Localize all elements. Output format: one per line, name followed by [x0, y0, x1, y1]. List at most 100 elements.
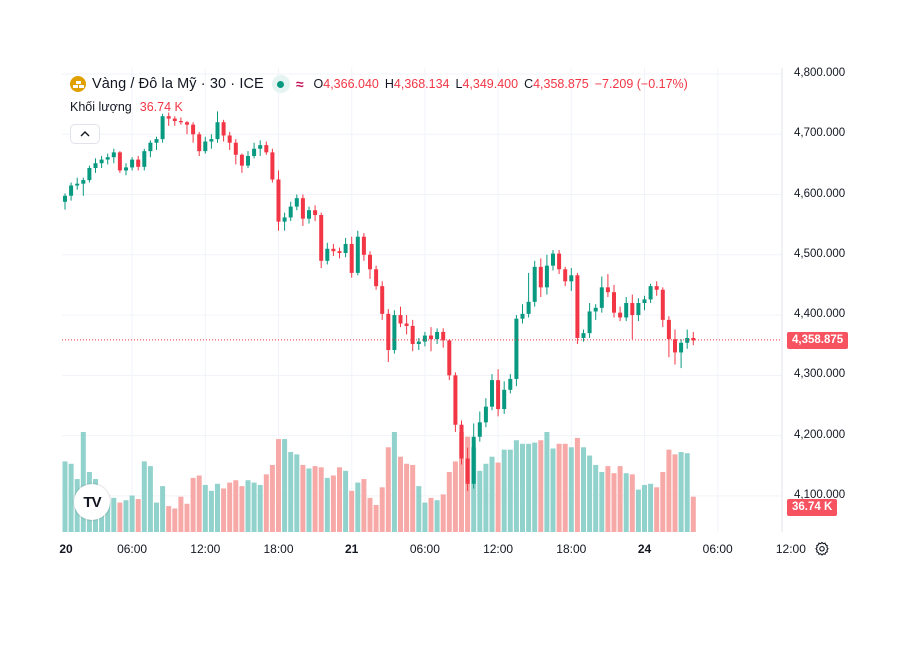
volume-bar — [532, 442, 538, 532]
collapse-legend-button[interactable] — [70, 124, 100, 144]
candle-body — [544, 265, 549, 288]
candle-body — [453, 375, 458, 425]
candle — [679, 339, 684, 369]
candle-body — [75, 183, 80, 186]
candle — [496, 369, 501, 417]
candle-body — [691, 337, 696, 341]
candle — [593, 304, 598, 320]
candle-body — [416, 341, 421, 344]
candle — [660, 287, 665, 328]
candle — [459, 420, 464, 465]
candle — [520, 304, 525, 324]
candle — [294, 194, 299, 211]
candle — [624, 296, 629, 322]
last-volume-tag: 36.74 K — [787, 499, 838, 516]
candle — [307, 206, 311, 224]
candle — [117, 151, 122, 173]
volume-bar — [129, 495, 135, 532]
volume-bar — [288, 452, 294, 532]
volume-bar — [568, 447, 574, 532]
candle-body — [471, 436, 476, 484]
candle — [538, 258, 543, 297]
candle — [264, 141, 269, 155]
candle-body — [294, 198, 299, 207]
symbol-title[interactable]: Vàng / Đô la Mỹ · 30 · ICE — [92, 76, 264, 92]
candle — [563, 266, 568, 287]
candle — [87, 165, 92, 183]
volume-bar — [434, 500, 440, 532]
candle-body — [166, 116, 171, 119]
volume-bar — [196, 475, 202, 532]
candle-body — [404, 323, 409, 326]
volume-bar — [684, 453, 690, 532]
volume-bar — [80, 432, 86, 532]
candle-body — [221, 122, 226, 136]
volume-bar — [617, 466, 623, 532]
candle-body — [660, 289, 665, 320]
volume-bar — [233, 480, 239, 532]
candle — [227, 131, 232, 150]
price-axis-label: 4,700.000 — [794, 127, 846, 140]
time-axis-label: 18:00 — [556, 542, 587, 556]
time-axis-label: 24 — [637, 542, 652, 556]
candle-body — [441, 331, 446, 341]
candle-body — [215, 122, 220, 140]
candle-body — [422, 335, 427, 342]
volume-bar — [599, 472, 605, 532]
candle — [69, 182, 74, 201]
volume-bar — [361, 479, 367, 532]
candle — [508, 374, 513, 394]
candle — [105, 153, 110, 165]
volume-bar — [672, 454, 678, 532]
volume-bar — [111, 497, 117, 532]
candle-body — [618, 312, 623, 318]
candle — [514, 315, 519, 387]
candle-body — [361, 236, 366, 255]
candle — [239, 153, 244, 173]
candle-body — [581, 333, 586, 338]
candle — [374, 265, 379, 290]
compare-wave-icon[interactable]: ≈ — [295, 76, 304, 92]
price-change: −7.209 (−0.17%) — [594, 77, 688, 91]
time-axis-label: 12:00 — [775, 542, 806, 556]
time-axis-label: 06:00 — [702, 542, 733, 556]
candle — [398, 306, 403, 328]
candle-body — [124, 167, 128, 171]
candle — [465, 447, 470, 492]
time-axis-label: 20 — [59, 542, 73, 556]
candle-body — [398, 315, 403, 324]
volume-bar — [404, 463, 410, 532]
candle-body — [233, 142, 238, 155]
candle-body — [447, 340, 452, 376]
price-axis-label: 4,800.000 — [794, 67, 846, 80]
candle-body — [563, 269, 568, 282]
candle — [386, 309, 391, 363]
candle — [185, 121, 189, 135]
candle — [435, 328, 440, 344]
candle-body — [538, 266, 543, 288]
volume-bar — [562, 443, 568, 532]
candle-body — [654, 286, 659, 290]
market-status-icon[interactable] — [271, 75, 290, 93]
candle — [63, 193, 67, 210]
candle — [197, 131, 202, 156]
candle-body — [465, 458, 470, 484]
candle-body — [502, 389, 507, 410]
volume-bar — [666, 449, 672, 532]
volume-bar — [154, 502, 159, 532]
volume-bar — [611, 473, 617, 532]
candle-body — [331, 248, 336, 252]
tradingview-logo[interactable]: TV — [74, 484, 110, 520]
volume-bar — [105, 501, 111, 532]
volume-bar — [459, 432, 464, 532]
candle — [691, 331, 696, 346]
settings-gear-icon[interactable] — [814, 541, 830, 557]
candle-body — [270, 152, 275, 180]
candle-body — [508, 378, 513, 390]
candle-body — [410, 325, 415, 344]
price-axis-label: 4,400.000 — [794, 308, 846, 321]
candle-body — [136, 159, 141, 167]
volume-bar — [556, 443, 562, 532]
volume-label[interactable]: Khối lượng — [70, 100, 132, 114]
